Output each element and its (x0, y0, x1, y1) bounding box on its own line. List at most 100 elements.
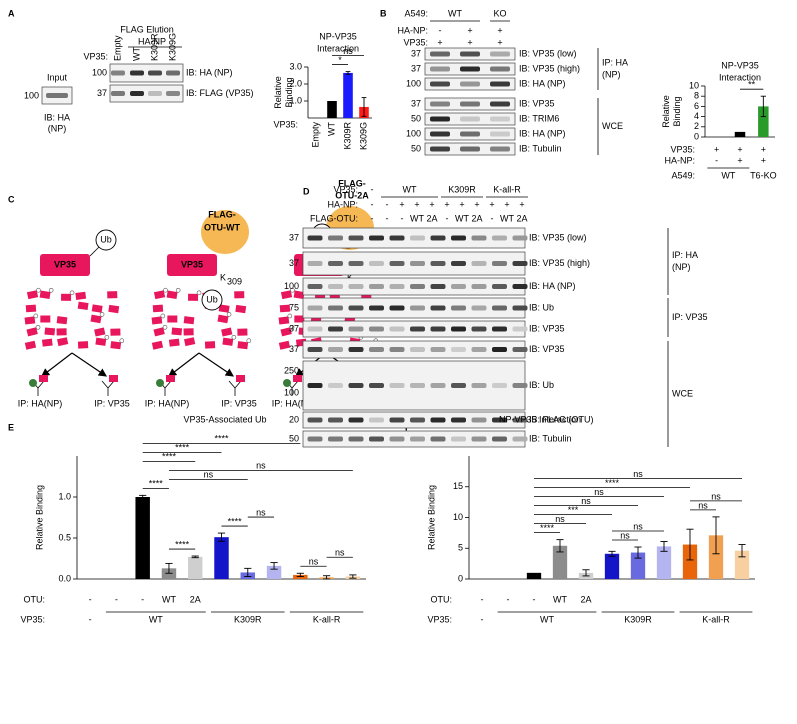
label: Ub (100, 234, 112, 244)
blot-band (307, 305, 323, 311)
ub-substrate (183, 316, 195, 325)
blot-band (348, 284, 364, 289)
blot-band (369, 305, 384, 311)
significance-label: ns (256, 461, 266, 471)
blot-label: IB: Ub (529, 302, 554, 312)
lane-label: - (371, 199, 374, 209)
bar (630, 552, 646, 579)
blot-label: IB: HA (NP) (529, 281, 576, 291)
arrow (41, 352, 73, 377)
panel-letter: C (8, 194, 15, 204)
ub-substrate (221, 327, 233, 337)
blot-band (410, 326, 425, 332)
label: Ub (206, 294, 218, 304)
ub-substrate (280, 290, 293, 300)
blot-label: IB: HA (NP) (186, 67, 233, 77)
bar (135, 497, 150, 579)
lane-label: K309R (149, 33, 159, 61)
blot-band (328, 436, 343, 442)
blot-label: IB: VP35 (519, 98, 555, 108)
bar (682, 544, 698, 579)
blot-band (430, 305, 446, 311)
blot-band (490, 81, 510, 87)
blot-band (430, 284, 446, 289)
blot-band (430, 66, 450, 72)
ub-substrate (91, 304, 103, 313)
protein-label: VP35 (181, 259, 203, 269)
bracket-label: WCE (602, 121, 623, 131)
lane-label: - (401, 213, 404, 223)
error-bar (139, 494, 147, 500)
blot-band (307, 436, 323, 442)
blot-band (512, 436, 528, 442)
panel-letter: A (8, 8, 15, 18)
blot-label: IB: TRIM6 (519, 113, 559, 123)
category-label: K309R (342, 122, 352, 150)
blot-band (430, 261, 446, 266)
lane-label: WT (131, 47, 141, 61)
row-name: OTU: (24, 594, 46, 604)
error-bar (191, 555, 199, 559)
label: HA-NP: (327, 199, 358, 209)
ub-dot (162, 325, 168, 330)
ub-substrate (235, 304, 247, 314)
ub-substrate (234, 291, 245, 299)
ub-substrate (204, 341, 216, 349)
y-axis-label: Relative Binding (426, 485, 436, 550)
significance-label: **** (175, 443, 190, 453)
blot-band (451, 305, 466, 311)
ub-dot (196, 290, 202, 296)
row-name: VP35: (427, 614, 452, 624)
label: FLAG Elution (120, 24, 174, 34)
y-tick-label: 15 (453, 481, 463, 491)
blot-band (492, 305, 507, 311)
blot-band (460, 146, 480, 152)
blot-band (369, 235, 384, 241)
blot-band (492, 417, 507, 423)
lane-label: + (437, 37, 442, 47)
ub-substrate (217, 314, 229, 324)
ub-substrate (24, 316, 36, 325)
category-label: WT (326, 122, 336, 136)
category-label: 2A (580, 594, 591, 604)
mw-label: 50 (289, 433, 299, 443)
label: VP35: (333, 184, 358, 194)
ub-dot (231, 334, 237, 340)
mw-label: 37 (411, 48, 421, 58)
category-label: - (715, 155, 718, 165)
category-label: - (141, 594, 144, 604)
mw-label: 250 (284, 365, 299, 375)
label: FLAG-OTU: (310, 213, 358, 223)
ub-circle (201, 289, 223, 311)
ub-substrate (110, 341, 122, 350)
antibody (164, 380, 172, 389)
blot-band (471, 305, 487, 311)
significance-label: **** (162, 452, 177, 462)
category-label: - (507, 594, 510, 604)
significance-label: ** (748, 80, 756, 90)
ub-dot (104, 334, 110, 340)
error-bar (270, 562, 278, 570)
blot-band (492, 261, 507, 266)
ub-substrate (26, 327, 38, 337)
significance-label: ns (256, 507, 266, 517)
category-label: - (533, 594, 536, 604)
category-label: WT (553, 594, 567, 604)
error-bar (686, 528, 694, 561)
group-label: WT (448, 8, 462, 18)
category-label: + (761, 155, 766, 165)
bar (734, 550, 750, 579)
blot-band (410, 305, 425, 311)
lane-label: + (474, 199, 479, 209)
significance-label: **** (605, 478, 620, 488)
label: IP: HA(NP) (18, 398, 63, 408)
category-label: + (714, 144, 719, 154)
y-axis-label: Relative Binding (34, 485, 44, 550)
arrow (198, 352, 234, 377)
error-bar (345, 71, 351, 75)
lane-label: + (497, 25, 502, 35)
bar (552, 545, 568, 579)
blot-band (369, 383, 384, 388)
ub-substrate (166, 290, 178, 300)
label: FLAG- (338, 178, 366, 188)
